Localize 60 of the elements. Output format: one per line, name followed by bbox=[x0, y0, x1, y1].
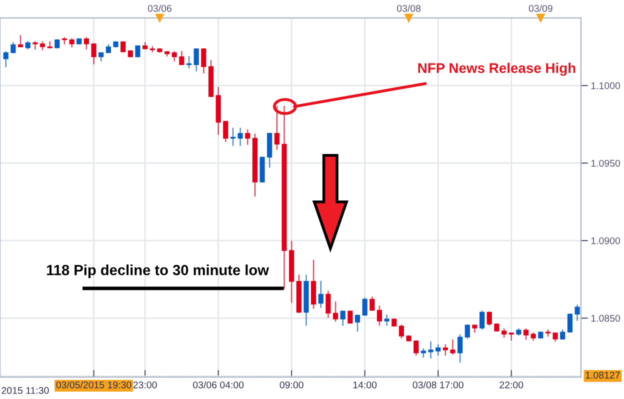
x-tick-label: 14:00 bbox=[353, 381, 377, 388]
candlestick bbox=[486, 312, 492, 326]
candlestick bbox=[120, 41, 126, 52]
candlestick bbox=[464, 324, 470, 339]
candlestick bbox=[523, 328, 529, 340]
candlestick bbox=[201, 48, 206, 74]
y-tick-label: 1.0950 bbox=[591, 160, 620, 167]
candlestick bbox=[458, 334, 463, 362]
candlestick bbox=[274, 106, 280, 150]
candlestick bbox=[3, 51, 8, 68]
candlestick bbox=[47, 41, 52, 48]
candlestick bbox=[135, 45, 140, 58]
text: 03/08 bbox=[397, 4, 421, 12]
y-tick-label: 1.0900 bbox=[591, 237, 620, 244]
candlestick bbox=[238, 128, 243, 146]
candlestick bbox=[508, 332, 514, 341]
x-tick-label: 03/08 17:00 bbox=[412, 381, 464, 388]
candlestick bbox=[428, 341, 434, 358]
text: 03/09 bbox=[528, 4, 552, 12]
candlestick bbox=[370, 296, 375, 311]
candlestick bbox=[450, 339, 456, 355]
candlestick bbox=[574, 304, 580, 321]
annotation: 118 Pip decline to 30 minute low bbox=[47, 264, 269, 278]
candlestick bbox=[384, 314, 390, 326]
candlestick bbox=[18, 35, 24, 48]
candlestick bbox=[318, 280, 324, 308]
ref-line-label: 1.08127 bbox=[586, 372, 620, 379]
candlestick bbox=[332, 302, 338, 322]
text: 03/06 bbox=[148, 4, 172, 12]
candlestick bbox=[354, 314, 360, 332]
x-tick-label: 22:00 bbox=[500, 381, 524, 388]
candlestick bbox=[362, 298, 368, 316]
annotation: NFP News Release High bbox=[418, 62, 576, 76]
candlestick bbox=[194, 48, 199, 72]
candlestick bbox=[91, 43, 96, 64]
candlestick bbox=[84, 37, 89, 50]
candlestick bbox=[376, 306, 382, 326]
candlestick bbox=[245, 130, 250, 145]
candlestick bbox=[442, 344, 448, 356]
candlestick bbox=[348, 310, 353, 324]
text: 2015 11:30 bbox=[2, 387, 49, 394]
candlestick bbox=[326, 290, 331, 318]
candlestick bbox=[340, 310, 346, 326]
candlestick bbox=[311, 260, 316, 309]
x-tick-label: 03/05/2015 19:30 bbox=[56, 381, 132, 388]
candlestick bbox=[414, 340, 419, 356]
candlestick bbox=[10, 42, 16, 54]
x-tick-label: 03/06 04:00 bbox=[193, 381, 244, 388]
candlestick bbox=[567, 313, 573, 333]
x-tick-label: 23:00 bbox=[133, 381, 157, 388]
candlestick bbox=[186, 56, 192, 68]
candlestick bbox=[398, 324, 404, 339]
candlestick bbox=[479, 310, 485, 330]
x-tick-label: 09:00 bbox=[280, 381, 304, 388]
candlestick bbox=[267, 132, 272, 168]
y-tick-label: 1.0850 bbox=[591, 314, 620, 322]
candlestick bbox=[436, 344, 441, 356]
candlestick bbox=[179, 51, 184, 66]
candlestick bbox=[223, 120, 228, 142]
y-tick-label: 1.1000 bbox=[591, 82, 620, 90]
